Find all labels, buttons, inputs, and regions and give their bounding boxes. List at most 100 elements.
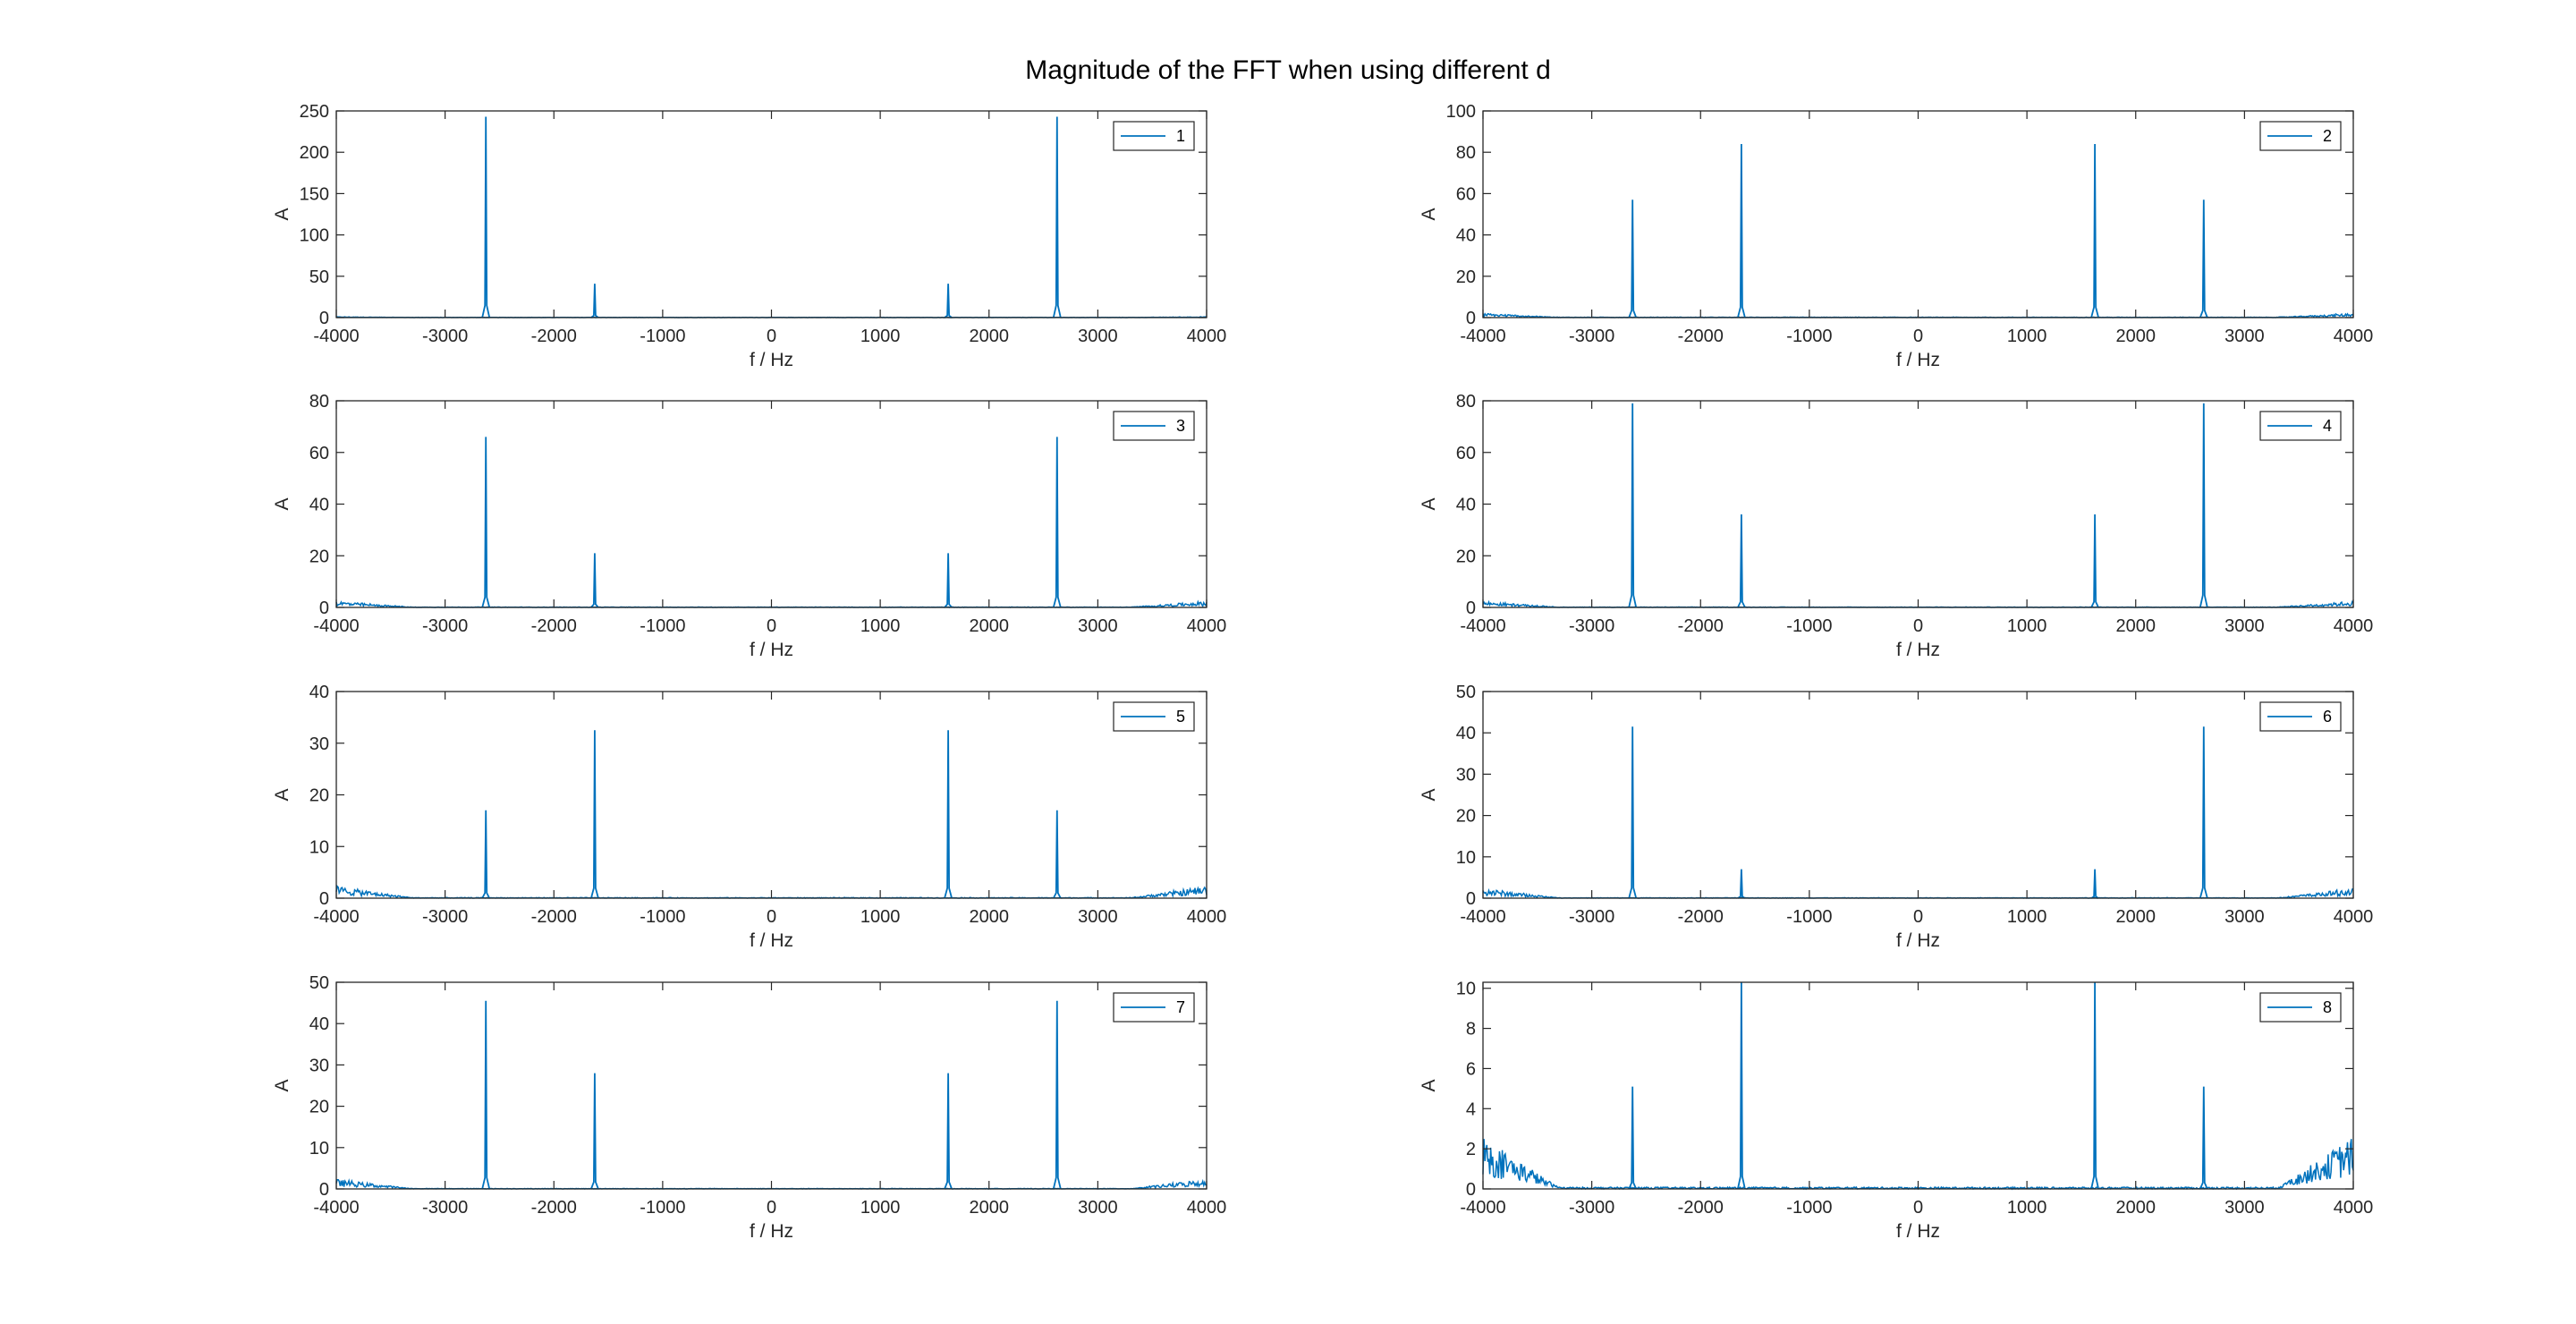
- y-tick-label: 20: [1456, 547, 1476, 566]
- y-tick-label: 20: [309, 547, 329, 566]
- y-tick-label: 0: [1466, 309, 1476, 328]
- x-tick-label: 1000: [2007, 616, 2047, 636]
- y-tick-label: 40: [309, 683, 329, 702]
- spectral-peak-4: [1052, 1000, 1062, 1190]
- x-tick-label: 4000: [1187, 907, 1227, 927]
- y-axis-label: A: [1419, 497, 1439, 510]
- spectral-peak-3: [944, 1073, 953, 1190]
- x-tick-label: 2000: [2116, 1198, 2157, 1218]
- y-tick-label: 0: [319, 309, 329, 328]
- spectral-peak-1: [481, 810, 491, 899]
- spectral-peak-2: [590, 1073, 599, 1190]
- y-tick-label: 80: [1456, 392, 1476, 412]
- x-tick-label: -1000: [640, 327, 685, 346]
- x-axis-label: f / Hz: [750, 1221, 793, 1242]
- y-axis-label: A: [272, 788, 292, 801]
- x-tick-label: -3000: [1569, 616, 1614, 636]
- x-tick-label: 1000: [860, 907, 901, 927]
- x-tick-label: -1000: [1786, 616, 1832, 636]
- x-tick-label: -2000: [1678, 327, 1724, 346]
- x-axis-label: f / Hz: [750, 350, 793, 370]
- legend: 2: [2259, 121, 2342, 151]
- x-tick-label: -3000: [422, 616, 468, 636]
- x-axis-label: f / Hz: [750, 930, 793, 951]
- x-tick-label: 3000: [1078, 907, 1118, 927]
- x-tick-label: 1000: [860, 1198, 901, 1218]
- x-tick-label: -1000: [1786, 327, 1832, 346]
- x-tick-label: 2000: [2116, 616, 2157, 636]
- x-tick-label: 0: [767, 1198, 776, 1218]
- spectral-peak-2: [590, 553, 599, 608]
- x-tick-label: 4000: [1187, 327, 1227, 346]
- legend-label: 5: [1176, 708, 1185, 726]
- spectral-peak-1: [1628, 726, 1638, 899]
- figure-title: Magnitude of the FFT when using differen…: [1025, 55, 1551, 85]
- y-axis-label: A: [1419, 1079, 1439, 1091]
- x-tick-label: 3000: [1078, 327, 1118, 346]
- y-tick-label: 4: [1466, 1099, 1476, 1119]
- spectral-peak-3: [2090, 143, 2099, 318]
- y-tick-label: 0: [319, 889, 329, 909]
- spectral-peak-1: [481, 437, 491, 608]
- x-tick-label: -4000: [313, 1198, 359, 1218]
- x-tick-label: -4000: [1460, 327, 1505, 346]
- y-tick-label: 10: [1456, 980, 1476, 999]
- y-tick-label: 8: [1466, 1020, 1476, 1040]
- x-tick-label: 3000: [1078, 616, 1118, 636]
- y-tick-label: 50: [309, 973, 329, 993]
- x-tick-label: -1000: [640, 907, 685, 927]
- spectral-peak-2: [590, 730, 599, 899]
- x-tick-label: 2000: [2116, 907, 2157, 927]
- y-axis-label: A: [272, 1079, 292, 1091]
- x-tick-label: -4000: [313, 907, 359, 927]
- y-tick-label: 250: [300, 102, 329, 122]
- plot-area: [336, 692, 1207, 898]
- x-tick-label: 2000: [970, 907, 1010, 927]
- x-tick-label: -2000: [1678, 907, 1724, 927]
- x-tick-label: 0: [1913, 327, 1923, 346]
- y-tick-label: 50: [309, 267, 329, 287]
- legend: 8: [2259, 992, 2342, 1023]
- spectral-peak-4: [1052, 116, 1062, 318]
- y-axis-label: A: [272, 208, 292, 220]
- x-axis-label: f / Hz: [1896, 350, 1940, 370]
- x-tick-label: -4000: [1460, 616, 1505, 636]
- y-tick-label: 30: [309, 1056, 329, 1075]
- x-tick-label: -4000: [313, 327, 359, 346]
- spectral-peak-2: [590, 284, 599, 318]
- x-tick-label: 1000: [860, 327, 901, 346]
- x-tick-label: 3000: [2224, 907, 2265, 927]
- x-tick-label: 3000: [2224, 616, 2265, 636]
- y-tick-label: 20: [309, 786, 329, 806]
- legend-label: 8: [2323, 998, 2332, 1016]
- plot-area: [1483, 982, 2353, 1189]
- x-tick-label: -4000: [1460, 1198, 1505, 1218]
- spectral-peak-1: [1628, 199, 1638, 318]
- plot-area: [1483, 692, 2353, 898]
- y-tick-label: 0: [1466, 1180, 1476, 1200]
- legend: 1: [1113, 121, 1195, 151]
- y-axis-label: A: [272, 497, 292, 510]
- y-tick-label: 0: [319, 598, 329, 618]
- y-tick-label: 60: [309, 444, 329, 463]
- y-tick-label: 10: [1456, 848, 1476, 868]
- x-tick-label: -1000: [1786, 907, 1832, 927]
- x-tick-label: 4000: [1187, 1198, 1227, 1218]
- x-tick-label: 0: [767, 327, 776, 346]
- y-tick-label: 40: [1456, 226, 1476, 246]
- legend: 3: [1113, 411, 1195, 441]
- y-tick-label: 100: [1446, 102, 1476, 122]
- legend-label: 7: [1176, 998, 1185, 1016]
- subplot-6: -4000 -3000 -2000 -1000 0 1000 2000 3000 4000 0 10…: [1419, 683, 2373, 951]
- y-tick-label: 0: [1466, 889, 1476, 909]
- x-tick-label: -2000: [1678, 1198, 1724, 1218]
- spectral-peak-3: [944, 553, 953, 608]
- x-tick-label: -2000: [531, 327, 577, 346]
- y-tick-label: 40: [309, 1014, 329, 1034]
- spectral-peak-3: [2090, 869, 2099, 899]
- legend: 4: [2259, 411, 2342, 441]
- x-axis-label: f / Hz: [1896, 640, 1940, 660]
- spectral-peak-4: [2199, 403, 2208, 608]
- y-tick-label: 10: [309, 837, 329, 857]
- x-tick-label: 1000: [860, 616, 901, 636]
